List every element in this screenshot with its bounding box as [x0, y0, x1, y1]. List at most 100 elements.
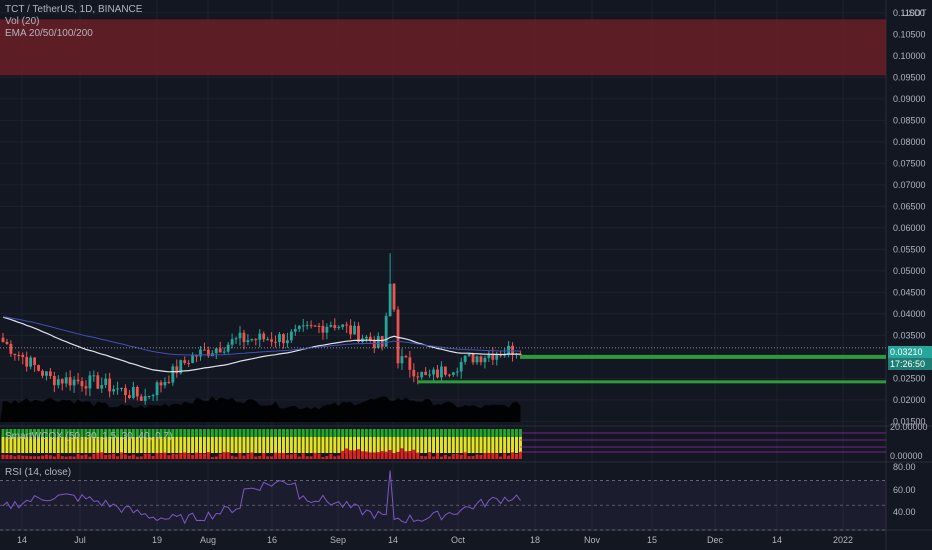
smart-bar-yellow [515, 437, 518, 453]
smart-bar-green [76, 429, 80, 437]
smart-bar-red [337, 455, 341, 459]
ema-legend[interactable]: EMA 20/50/100/200 [5, 28, 93, 39]
candle-body [487, 354, 491, 359]
smart-bar-red [459, 454, 463, 459]
volume-legend[interactable]: Vol (20) [5, 16, 40, 27]
smart-bar-red [21, 455, 25, 459]
candle-body [207, 349, 210, 357]
smart-bar-green [285, 429, 289, 437]
smart-bar-red [297, 456, 301, 459]
price-axis[interactable]: 0.11000 0.10500 0.10000 0.09500 0.09000 0.085… [890, 8, 928, 517]
smart-bar-green [254, 429, 258, 437]
price-tick-label: 0.06500 [893, 201, 926, 211]
candle-body [167, 381, 171, 383]
smart-bar-yellow [80, 437, 84, 453]
candle-body [467, 353, 471, 356]
smart-bar-yellow [131, 437, 135, 453]
candle-body [329, 325, 333, 327]
smart-bar-yellow [1, 437, 5, 453]
smart-bar-green [21, 429, 25, 437]
candle-body [41, 370, 44, 376]
smart-bar-red [9, 455, 13, 459]
candle-body [428, 374, 431, 376]
smart-bar-yellow [100, 437, 104, 453]
smart-bar-yellow [171, 437, 175, 453]
smart-bar-red [171, 453, 175, 459]
smart-bar-yellow [116, 437, 120, 453]
smart-bar-yellow [135, 437, 139, 453]
smart-bar-yellow [451, 437, 455, 453]
smart-bar-red [479, 454, 483, 459]
currency-label: USDT [902, 8, 927, 18]
smart-bar-yellow [436, 437, 439, 453]
support-lines[interactable] [0, 347, 886, 384]
smart-bar-green [281, 429, 285, 437]
smart-indicator-legend[interactable]: SmartWCOX (50, 30, 1.5, 30, 40, 0.7) [5, 431, 173, 442]
smart-bar-green [507, 429, 511, 437]
rsi-legend[interactable]: RSI (14, close) [5, 467, 72, 478]
smart-bar-yellow [337, 437, 341, 453]
candle-body [305, 325, 309, 327]
smart-bar-yellow [92, 437, 96, 453]
candle-body [21, 354, 25, 358]
time-tick-label: 19 [152, 535, 162, 545]
smart-bar-red [285, 454, 289, 459]
symbol-legend[interactable]: TCT / TetherUS, 1D, BINANCE [5, 4, 143, 15]
smart-bar-yellow [37, 437, 41, 453]
smart-bar-red [92, 453, 96, 459]
candle-body [124, 387, 127, 396]
candle-body [301, 325, 305, 327]
smart-bar-green [179, 429, 183, 437]
smart-bar-green [56, 429, 60, 437]
smart-bar-yellow [139, 437, 143, 453]
smart-bar-yellow [246, 437, 250, 453]
smart-bar-red [416, 452, 420, 459]
smart-bar-red [503, 453, 507, 459]
smart-bar-yellow [175, 437, 179, 453]
smart-bar-yellow [206, 437, 210, 453]
smart-bar-green [29, 429, 33, 437]
candle-body [420, 371, 424, 378]
smart-bar-red [325, 455, 329, 459]
smart-bar-green [428, 429, 432, 437]
smart-bar-yellow [297, 437, 301, 453]
resistance-zone[interactable] [0, 19, 886, 76]
smart-bar-yellow [439, 437, 443, 453]
smart-bar-green [333, 429, 337, 437]
smart-bar-red [41, 455, 44, 459]
candle-body [56, 379, 60, 386]
smart-bar-yellow [222, 437, 226, 453]
smart-bar-red [218, 453, 222, 459]
support-line [418, 380, 886, 384]
candle-body [183, 360, 187, 363]
smart-bar-green [349, 429, 353, 437]
smart-bar-yellow [234, 437, 238, 453]
smart-bar-green [455, 429, 459, 437]
candle-body [447, 374, 451, 376]
candle-body [76, 379, 80, 382]
price-tick-label: 0.06000 [893, 223, 926, 233]
smart-bar-red [262, 453, 266, 459]
smart-bar-red [475, 454, 479, 459]
candle-body [187, 362, 191, 364]
candle-body [289, 331, 293, 341]
candle-body [416, 376, 420, 378]
smart-bar-green [436, 429, 439, 437]
smart-bar-yellow [507, 437, 511, 453]
smart-bar-yellow [511, 437, 515, 453]
smart-bar-green [388, 429, 392, 437]
smart-bar-yellow [384, 437, 388, 453]
smart-bar-red [424, 456, 428, 459]
smart-bar-green [262, 429, 266, 437]
smart-bar-green [242, 429, 246, 437]
time-tick-label: Aug [200, 535, 216, 545]
price-tick-label: 0.02000 [893, 395, 926, 405]
smart-bar-yellow [301, 437, 305, 453]
smart-bar-red [159, 453, 163, 459]
price-tick-label: 0.08500 [893, 115, 926, 125]
time-axis[interactable]: 14 Jul 19 Aug 16 Sep 14 Oct 18 Nov 15 Dec 14 2022 [17, 535, 853, 545]
smart-bar-green [487, 429, 491, 437]
rsi-tick-label: 60.00 [893, 485, 916, 495]
